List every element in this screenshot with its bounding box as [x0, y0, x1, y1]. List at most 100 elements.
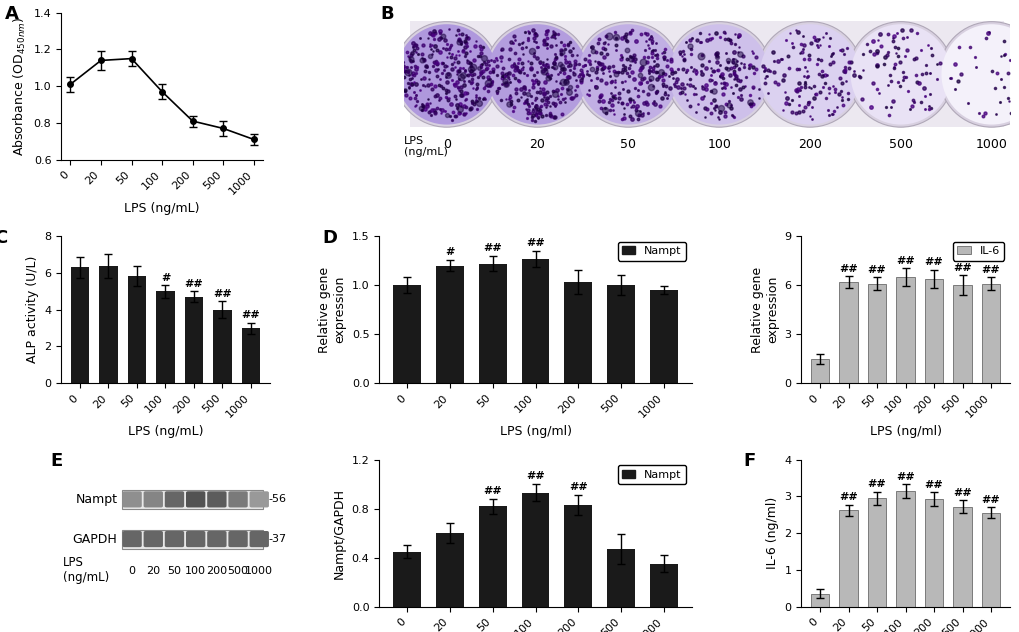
- Text: ##: ##: [569, 482, 587, 492]
- Bar: [242, 328, 260, 383]
- Text: ##: ##: [242, 310, 260, 320]
- Y-axis label: Absorbance (OD$_{450nm}$): Absorbance (OD$_{450nm}$): [12, 16, 29, 155]
- FancyBboxPatch shape: [165, 531, 184, 547]
- Text: B: B: [380, 5, 393, 23]
- FancyBboxPatch shape: [144, 491, 163, 507]
- Bar: [478, 506, 506, 607]
- Bar: [924, 499, 943, 607]
- FancyBboxPatch shape: [144, 531, 163, 547]
- Y-axis label: Relative gene
expression: Relative gene expression: [750, 267, 779, 353]
- FancyBboxPatch shape: [207, 531, 226, 547]
- Text: 500: 500: [888, 138, 912, 152]
- Text: 500: 500: [227, 566, 249, 576]
- Text: 50: 50: [620, 138, 636, 152]
- FancyBboxPatch shape: [250, 531, 269, 547]
- Text: 0: 0: [442, 138, 450, 152]
- Text: ##: ##: [924, 257, 943, 267]
- Bar: [213, 310, 231, 383]
- Legend: Nampt: Nampt: [618, 465, 686, 484]
- Text: GAPDH: GAPDH: [72, 533, 117, 545]
- Bar: [981, 284, 1000, 383]
- Text: -56: -56: [268, 494, 286, 504]
- Text: F: F: [742, 453, 754, 470]
- Text: Nampt: Nampt: [75, 493, 117, 506]
- Text: ##: ##: [867, 479, 886, 489]
- Text: 100: 100: [706, 138, 731, 152]
- X-axis label: LPS (ng/ml): LPS (ng/ml): [499, 425, 571, 439]
- Bar: [70, 267, 89, 383]
- Ellipse shape: [847, 21, 953, 127]
- Bar: [393, 552, 421, 607]
- Bar: [521, 258, 549, 383]
- FancyBboxPatch shape: [185, 491, 205, 507]
- Text: 200: 200: [206, 566, 227, 576]
- Ellipse shape: [937, 21, 1019, 127]
- Ellipse shape: [759, 24, 859, 125]
- FancyBboxPatch shape: [121, 530, 263, 549]
- Bar: [953, 507, 971, 607]
- Bar: [839, 282, 857, 383]
- Legend: Nampt: Nampt: [618, 241, 686, 260]
- Ellipse shape: [484, 21, 590, 127]
- Text: ##: ##: [213, 289, 231, 299]
- Legend: IL-6: IL-6: [952, 241, 1004, 260]
- Text: ##: ##: [896, 255, 914, 265]
- Y-axis label: ALP activity (U/L): ALP activity (U/L): [25, 256, 39, 363]
- X-axis label: LPS (ng/mL): LPS (ng/mL): [124, 202, 200, 215]
- Text: E: E: [51, 453, 63, 470]
- FancyBboxPatch shape: [185, 531, 205, 547]
- Bar: [839, 511, 857, 607]
- Text: C: C: [0, 229, 8, 247]
- Text: ##: ##: [526, 238, 544, 248]
- Bar: [810, 359, 828, 383]
- Ellipse shape: [850, 24, 950, 125]
- Ellipse shape: [941, 24, 1019, 125]
- FancyBboxPatch shape: [207, 491, 226, 507]
- Text: D: D: [323, 229, 337, 247]
- X-axis label: LPS (ng/mL): LPS (ng/mL): [127, 425, 203, 439]
- Ellipse shape: [396, 24, 496, 125]
- Text: ##: ##: [980, 265, 1000, 274]
- FancyBboxPatch shape: [122, 531, 142, 547]
- Text: ##: ##: [483, 243, 501, 253]
- Text: ##: ##: [867, 265, 886, 274]
- Text: ##: ##: [980, 495, 1000, 505]
- FancyBboxPatch shape: [410, 21, 1003, 127]
- Text: 20: 20: [529, 138, 545, 152]
- Bar: [649, 290, 677, 383]
- Ellipse shape: [665, 21, 771, 127]
- Text: 0: 0: [128, 566, 136, 576]
- Bar: [606, 285, 634, 383]
- Text: ##: ##: [184, 279, 203, 289]
- Bar: [184, 297, 203, 383]
- FancyBboxPatch shape: [228, 491, 248, 507]
- Text: 100: 100: [185, 566, 206, 576]
- Text: ##: ##: [839, 264, 857, 274]
- Text: #: #: [161, 272, 170, 283]
- Text: ##: ##: [896, 471, 914, 482]
- Bar: [478, 264, 506, 383]
- X-axis label: LPS (ng/ml): LPS (ng/ml): [869, 425, 941, 439]
- Text: 20: 20: [146, 566, 160, 576]
- Text: ##: ##: [526, 471, 544, 481]
- Bar: [521, 493, 549, 607]
- Y-axis label: IL-6 (ng/ml): IL-6 (ng/ml): [765, 497, 779, 569]
- Bar: [436, 533, 464, 607]
- Bar: [649, 564, 677, 607]
- Bar: [953, 285, 971, 383]
- Text: #: #: [445, 247, 454, 257]
- Ellipse shape: [575, 21, 681, 127]
- FancyBboxPatch shape: [122, 491, 142, 507]
- Bar: [810, 594, 828, 607]
- Text: ##: ##: [952, 263, 971, 273]
- Text: LPS: LPS: [63, 556, 85, 569]
- FancyBboxPatch shape: [250, 491, 269, 507]
- Text: ##: ##: [839, 492, 857, 502]
- Text: LPS: LPS: [404, 136, 424, 145]
- Bar: [981, 513, 1000, 607]
- FancyBboxPatch shape: [121, 490, 263, 509]
- Text: 200: 200: [797, 138, 821, 152]
- Bar: [436, 265, 464, 383]
- FancyBboxPatch shape: [165, 491, 184, 507]
- Bar: [393, 285, 421, 383]
